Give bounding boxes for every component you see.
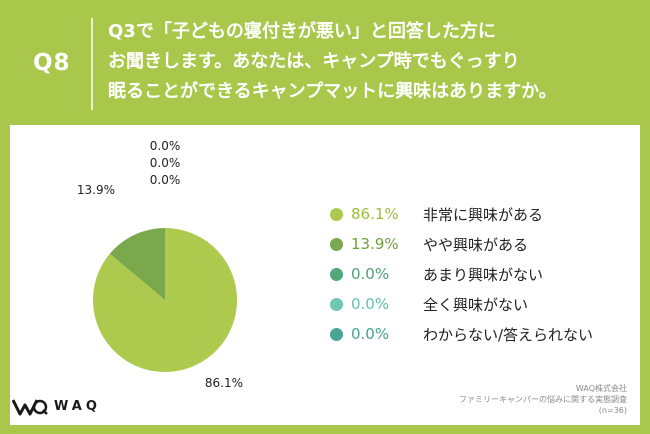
legend-label: 全く興味がない — [423, 295, 529, 314]
slice-label: 0.0% — [150, 139, 181, 153]
pie-slice — [92, 228, 237, 372]
legend-percent: 86.1% — [351, 205, 399, 223]
legend-percent: 0.0% — [351, 295, 390, 313]
question-line: Q3で「子どもの寝付きが悪い」と回答した方に — [108, 21, 496, 42]
slice-label: 0.0% — [150, 173, 181, 187]
legend-percent: 13.9% — [351, 235, 399, 253]
source-note: WAQ株式会社 ファミリーキャンパーの悩みに関する実態調査 (n=36) — [459, 383, 627, 416]
legend-dot-icon — [330, 207, 343, 221]
pie-slice — [109, 228, 165, 300]
legend-item: 86.1% 非常に興味がある — [330, 199, 593, 229]
legend-label: 非常に興味がある — [423, 205, 544, 224]
source-survey: ファミリーキャンパーの悩みに関する実態調査 — [459, 395, 627, 404]
question-text: Q3で「子どもの寝付きが悪い」と回答した方に お聞きします。あなたは、キャンプ時… — [108, 17, 638, 107]
slice-label: 0.0% — [150, 156, 181, 170]
slice-label: 13.9% — [77, 183, 115, 197]
legend-percent: 0.0% — [351, 265, 390, 283]
waq-logo-icon — [12, 399, 48, 416]
question-line: お聞きします。あなたは、キャンプ時でもぐっすり — [108, 51, 520, 72]
legend-item: 0.0% あまり興味がない — [330, 259, 593, 289]
legend-label: あまり興味がない — [423, 265, 544, 284]
waq-logo: WAQ — [12, 396, 101, 416]
legend-percent: 0.0% — [351, 325, 390, 343]
legend-dot-icon — [330, 297, 343, 311]
slice-label: 86.1% — [205, 376, 243, 390]
chart-panel: 86.1% 13.9% 0.0% 0.0% 0.0% 86.1% 非常に興味がある 13.9… — [10, 125, 640, 425]
chart-legend: 86.1% 非常に興味がある 13.9% やや興味がある 0.0% あまり興味がない 0.0… — [330, 199, 593, 349]
legend-dot-icon — [330, 327, 343, 341]
logo-text: WAQ — [54, 398, 101, 414]
legend-dot-icon — [330, 237, 343, 251]
legend-item: 13.9% やや興味がある — [330, 229, 593, 259]
legend-label: わからない/答えられない — [423, 325, 594, 344]
header: Q8 Q3で「子どもの寝付きが悪い」と回答した方に お聞きします。あなたは、キャ… — [0, 0, 650, 125]
legend-dot-icon — [330, 267, 343, 281]
legend-item: 0.0% わからない/答えられない — [330, 319, 593, 349]
question-line: 眠ることができるキャンプマットに興味はありますか。 — [108, 81, 557, 102]
question-number: Q8 — [33, 50, 71, 76]
source-n: (n=36) — [598, 406, 627, 415]
header-divider — [91, 18, 93, 110]
legend-item: 0.0% 全く興味がない — [330, 289, 593, 319]
legend-label: やや興味がある — [423, 235, 529, 254]
pie-chart: 86.1% 13.9% 0.0% 0.0% 0.0% — [77, 139, 243, 390]
source-company: WAQ株式会社 — [575, 384, 627, 393]
